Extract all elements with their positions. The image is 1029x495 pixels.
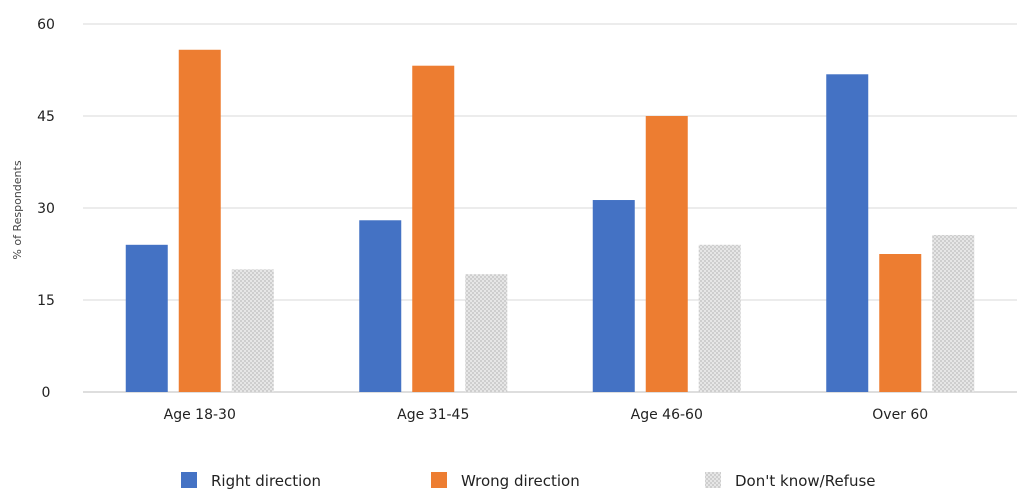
legend-label: Wrong direction xyxy=(461,472,580,490)
bar-don-t-know-refuse-2 xyxy=(465,274,508,392)
bar-right-direction-3 xyxy=(592,200,635,392)
bar-wrong-direction-2 xyxy=(412,65,455,392)
y-tick-label: 45 xyxy=(37,109,55,125)
legend-swatch xyxy=(431,472,447,488)
y-tick-label: 60 xyxy=(37,17,55,33)
bar-wrong-direction-3 xyxy=(645,116,688,392)
bar-right-direction-4 xyxy=(826,74,869,392)
x-category-label: Age 31-45 xyxy=(397,407,469,423)
y-axis-ticks: 0 15 30 45 60 xyxy=(37,17,55,401)
legend-label: Right direction xyxy=(211,472,321,490)
y-axis-title: % of Respondents xyxy=(11,160,24,259)
legend-swatch xyxy=(705,472,721,488)
gridlines xyxy=(83,23,1017,393)
bar-don-t-know-refuse-1 xyxy=(231,269,274,392)
x-category-label: Age 18-30 xyxy=(164,407,236,423)
y-tick-label: 0 xyxy=(42,385,51,401)
legend-label: Don't know/Refuse xyxy=(735,472,876,490)
legend: Right direction Wrong direction Don't know… xyxy=(181,472,876,490)
y-tick-label: 15 xyxy=(37,293,55,309)
bars xyxy=(125,49,975,392)
x-category-label: Age 46-60 xyxy=(631,407,703,423)
bar-right-direction-1 xyxy=(125,244,168,392)
x-axis-categories: Age 18-30 Age 31-45 Age 46-60 Over 60 xyxy=(164,407,929,423)
legend-swatch xyxy=(181,472,197,488)
bar-don-t-know-refuse-3 xyxy=(698,244,741,392)
bar-wrong-direction-1 xyxy=(178,49,221,392)
bar-don-t-know-refuse-4 xyxy=(932,234,975,392)
y-tick-label: 30 xyxy=(37,201,55,217)
bar-right-direction-2 xyxy=(359,220,402,392)
bar-wrong-direction-4 xyxy=(879,254,922,392)
x-category-label: Over 60 xyxy=(872,407,928,423)
